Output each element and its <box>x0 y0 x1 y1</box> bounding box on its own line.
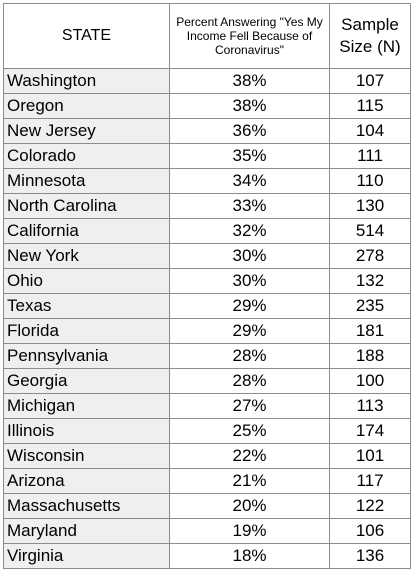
sample-size-cell: 104 <box>329 118 411 144</box>
state-cell: Georgia <box>3 368 170 394</box>
sample-size-cell: 113 <box>329 393 411 419</box>
table-row: Georgia 28% 100 <box>3 368 411 394</box>
table-body: Washington 38% 107 Oregon 38% 115 New Jersey 36… <box>3 68 411 569</box>
percent-cell: 29% <box>169 318 330 344</box>
table-row: Florida 29% 181 <box>3 318 411 344</box>
state-cell: Colorado <box>3 143 170 169</box>
state-cell: Maryland <box>3 518 170 544</box>
header-sample-size: Sample Size (N) <box>329 3 411 69</box>
table-row: Arizona 21% 117 <box>3 468 411 494</box>
sample-size-cell: 107 <box>329 68 411 94</box>
table-row: Colorado 35% 111 <box>3 143 411 169</box>
state-cell: California <box>3 218 170 244</box>
state-cell: New York <box>3 243 170 269</box>
percent-cell: 34% <box>169 168 330 194</box>
percent-cell: 33% <box>169 193 330 219</box>
percent-cell: 29% <box>169 293 330 319</box>
percent-cell: 36% <box>169 118 330 144</box>
header-percent: Percent Answering "Yes My Income Fell Be… <box>169 3 330 69</box>
percent-cell: 19% <box>169 518 330 544</box>
header-state: STATE <box>3 3 170 69</box>
percent-cell: 35% <box>169 143 330 169</box>
table-row: Massachusetts 20% 122 <box>3 493 411 519</box>
income-table: STATE Percent Answering "Yes My Income F… <box>3 3 411 569</box>
income-table-container: STATE Percent Answering "Yes My Income F… <box>3 3 411 569</box>
percent-cell: 22% <box>169 443 330 469</box>
table-header: STATE Percent Answering "Yes My Income F… <box>3 3 411 69</box>
percent-cell: 21% <box>169 468 330 494</box>
table-row: Washington 38% 107 <box>3 68 411 94</box>
state-cell: Arizona <box>3 468 170 494</box>
percent-cell: 28% <box>169 368 330 394</box>
sample-size-cell: 130 <box>329 193 411 219</box>
table-row: Virginia 18% 136 <box>3 543 411 569</box>
percent-cell: 20% <box>169 493 330 519</box>
table-row: Pennsylvania 28% 188 <box>3 343 411 369</box>
percent-cell: 28% <box>169 343 330 369</box>
sample-size-cell: 188 <box>329 343 411 369</box>
sample-size-cell: 101 <box>329 443 411 469</box>
table-row: California 32% 514 <box>3 218 411 244</box>
sample-size-cell: 100 <box>329 368 411 394</box>
sample-size-cell: 174 <box>329 418 411 444</box>
table-row: North Carolina 33% 130 <box>3 193 411 219</box>
sample-size-cell: 106 <box>329 518 411 544</box>
state-cell: New Jersey <box>3 118 170 144</box>
table-row: New York 30% 278 <box>3 243 411 269</box>
sample-size-cell: 278 <box>329 243 411 269</box>
sample-size-cell: 136 <box>329 543 411 569</box>
table-row: New Jersey 36% 104 <box>3 118 411 144</box>
percent-cell: 30% <box>169 243 330 269</box>
table-row: Michigan 27% 113 <box>3 393 411 419</box>
state-cell: Michigan <box>3 393 170 419</box>
table-row: Maryland 19% 106 <box>3 518 411 544</box>
table-row: Minnesota 34% 110 <box>3 168 411 194</box>
state-cell: Texas <box>3 293 170 319</box>
percent-cell: 38% <box>169 68 330 94</box>
sample-size-cell: 514 <box>329 218 411 244</box>
state-cell: Ohio <box>3 268 170 294</box>
sample-size-cell: 122 <box>329 493 411 519</box>
state-cell: Minnesota <box>3 168 170 194</box>
state-cell: Oregon <box>3 93 170 119</box>
sample-size-cell: 181 <box>329 318 411 344</box>
state-cell: Illinois <box>3 418 170 444</box>
state-cell: Wisconsin <box>3 443 170 469</box>
state-cell: Pennsylvania <box>3 343 170 369</box>
percent-cell: 32% <box>169 218 330 244</box>
percent-cell: 25% <box>169 418 330 444</box>
percent-cell: 27% <box>169 393 330 419</box>
header-row: STATE Percent Answering "Yes My Income F… <box>3 3 411 69</box>
state-cell: Washington <box>3 68 170 94</box>
sample-size-cell: 132 <box>329 268 411 294</box>
table-row: Oregon 38% 115 <box>3 93 411 119</box>
state-cell: Virginia <box>3 543 170 569</box>
percent-cell: 38% <box>169 93 330 119</box>
sample-size-cell: 110 <box>329 168 411 194</box>
table-row: Ohio 30% 132 <box>3 268 411 294</box>
state-cell: Massachusetts <box>3 493 170 519</box>
percent-cell: 18% <box>169 543 330 569</box>
percent-cell: 30% <box>169 268 330 294</box>
sample-size-cell: 111 <box>329 143 411 169</box>
state-cell: Florida <box>3 318 170 344</box>
table-row: Wisconsin 22% 101 <box>3 443 411 469</box>
sample-size-cell: 117 <box>329 468 411 494</box>
sample-size-cell: 235 <box>329 293 411 319</box>
table-row: Texas 29% 235 <box>3 293 411 319</box>
sample-size-cell: 115 <box>329 93 411 119</box>
table-row: Illinois 25% 174 <box>3 418 411 444</box>
state-cell: North Carolina <box>3 193 170 219</box>
